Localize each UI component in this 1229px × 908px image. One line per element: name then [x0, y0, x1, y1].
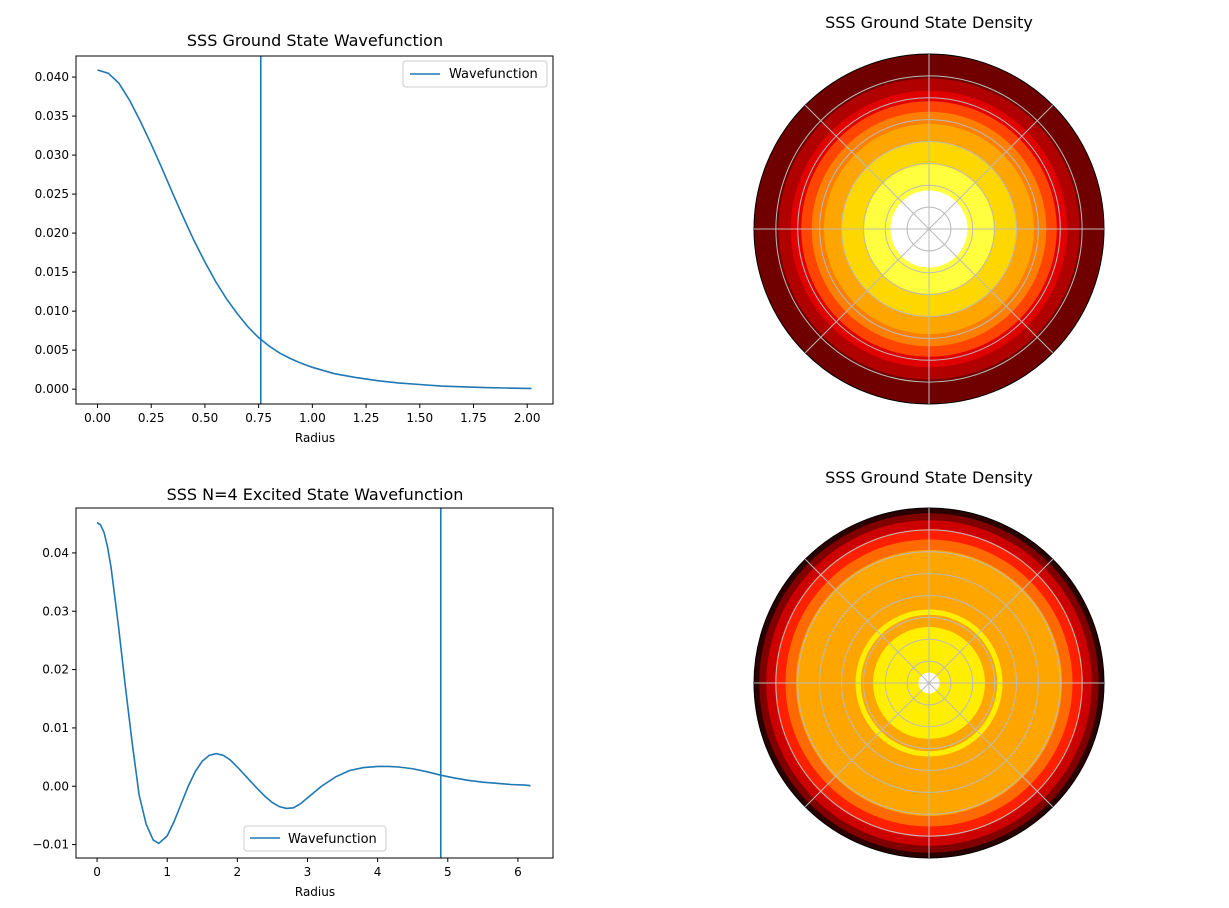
x-tick-label: 3 [304, 865, 312, 879]
y-ticks: 0.000 0.005 0.010 0.015 0.020 0.025 0.030 0.035… [35, 70, 76, 396]
y-ticks: −0.01 0.00 0.01 0.02 0.03 0.04 [32, 546, 76, 852]
y-tick-label: 0.030 [35, 148, 69, 162]
y-tick-label: 0.02 [42, 663, 69, 677]
polar-grid-spoke [804, 104, 930, 230]
x-tick-label: 0.50 [192, 411, 219, 425]
x-tick-label: 0.00 [84, 411, 111, 425]
x-ticks: 0.00 0.25 0.50 0.75 1.00 1.25 1.50 1.75 2.00 [84, 404, 541, 425]
x-axis-label: Radius [295, 885, 335, 899]
x-tick-label: 0.25 [138, 411, 165, 425]
ground-state-wavefunction-chart: SSS Ground State Wavefunction 0.00 0.25 0.… [35, 31, 554, 445]
x-ticks: 0 1 2 3 4 5 6 [93, 858, 522, 879]
wavefunction-line [97, 69, 532, 390]
x-tick-label: 1.25 [353, 411, 380, 425]
axes-frame [75, 55, 554, 405]
y-tick-label: 0.035 [35, 109, 69, 123]
x-tick-label: 2.00 [514, 411, 541, 425]
legend-box [402, 60, 548, 88]
polar-grid [754, 508, 1104, 858]
x-tick-label: 6 [514, 865, 522, 879]
polar-grid-spoke [928, 104, 1054, 230]
polar-grid-spoke [804, 682, 930, 808]
chart-title: SSS Ground State Density [825, 468, 1033, 487]
y-tick-label: −0.01 [32, 838, 69, 852]
ground-state-density-polar-top: SSS Ground State Density [753, 13, 1105, 405]
excited-state-wavefunction-chart: SSS N=4 Excited State Wavefunction 0 1 2 3 4… [32, 485, 554, 899]
y-tick-label: 0.00 [42, 779, 69, 793]
y-tick-label: 0.03 [42, 604, 69, 618]
x-tick-label: 1.00 [299, 411, 326, 425]
legend-label: Wavefunction [449, 67, 538, 82]
ground-state-density-polar-bottom: SSS Ground State Density [753, 468, 1105, 859]
x-tick-label: 0 [93, 865, 101, 879]
polar-grid-spoke [928, 682, 1054, 808]
wavefunction-line [96, 521, 531, 845]
x-tick-label: 1 [163, 865, 171, 879]
y-tick-label: 0.010 [35, 304, 69, 318]
y-tick-label: 0.04 [42, 546, 69, 560]
y-tick-label: 0.025 [35, 187, 69, 201]
axes-frame [75, 507, 554, 859]
y-tick-label: 0.020 [35, 226, 69, 240]
x-tick-label: 5 [444, 865, 452, 879]
y-tick-label: 0.01 [42, 721, 69, 735]
polar-grid-spoke [928, 228, 1054, 354]
y-tick-label: 0.040 [35, 70, 69, 84]
x-tick-label: 1.75 [460, 411, 487, 425]
chart-title: SSS N=4 Excited State Wavefunction [167, 485, 464, 504]
x-tick-label: 4 [374, 865, 382, 879]
y-tick-label: 0.000 [35, 382, 69, 396]
x-tick-label: 0.75 [245, 411, 272, 425]
polar-grid [754, 54, 1104, 404]
x-tick-label: 1.50 [406, 411, 433, 425]
y-tick-label: 0.015 [35, 265, 69, 279]
polar-grid-spoke [804, 228, 930, 354]
chart-title: SSS Ground State Wavefunction [187, 31, 443, 50]
legend-box [243, 825, 387, 852]
polar-grid-spoke [804, 558, 930, 684]
x-tick-label: 2 [234, 865, 242, 879]
y-tick-label: 0.005 [35, 343, 69, 357]
legend-label: Wavefunction [288, 832, 377, 847]
chart-title: SSS Ground State Density [825, 13, 1033, 32]
legend: Wavefunction [402, 60, 548, 88]
legend: Wavefunction [243, 825, 387, 852]
x-axis-label: Radius [295, 431, 335, 445]
polar-grid-spoke [928, 558, 1054, 684]
